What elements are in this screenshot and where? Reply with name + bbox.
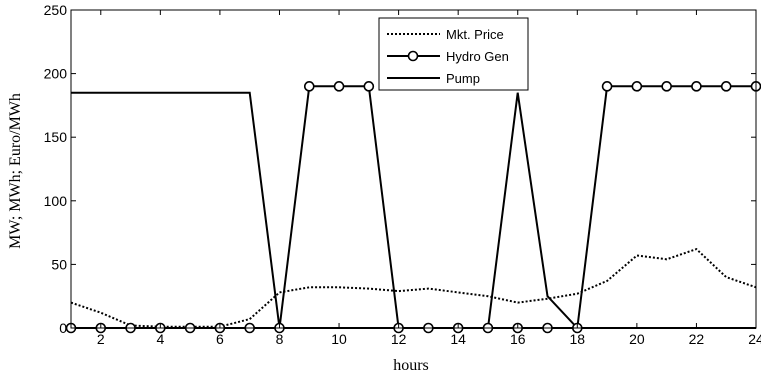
x-tick-label: 22: [689, 331, 705, 347]
data-point-hydro-gen: [363, 81, 375, 92]
y-axis-ticks: 0 50 100 150 200 250: [44, 2, 756, 336]
x-axis-label: hours: [393, 357, 429, 374]
y-axis-label: MW; MWh; Euro/MWh: [7, 93, 24, 249]
legend-label-mkt-price: Mkt. Price: [446, 27, 504, 42]
x-tick-label: 8: [276, 331, 284, 347]
data-point-hydro-gen: [333, 81, 345, 92]
x-tick-label: 10: [331, 331, 347, 347]
x-tick-label: 14: [450, 331, 466, 347]
y-tick-label: 50: [51, 256, 67, 272]
series-line-hydro-gen: [71, 85, 756, 329]
series-line-mkt-price: [70, 247, 757, 328]
x-tick-label: 16: [510, 331, 526, 347]
x-tick-label: 2: [97, 331, 105, 347]
legend-marker-hydro-gen: [407, 50, 419, 62]
plot-frame: [70, 9, 757, 329]
legend: Mkt. Price Hydro Gen Pump: [378, 17, 529, 91]
data-point-hydro-gen: [661, 81, 672, 92]
x-tick-label: 18: [570, 331, 586, 347]
data-point-hydro-gen: [631, 81, 643, 92]
y-tick-label: 0: [59, 320, 67, 336]
legend-label-pump: Pump: [446, 71, 480, 86]
x-tick-label: 20: [629, 331, 645, 347]
x-tick-label: 12: [391, 331, 407, 347]
data-point-hydro-gen: [720, 81, 732, 92]
legend-label-hydro-gen: Hydro Gen: [446, 49, 509, 64]
x-tick-label: 24: [748, 331, 761, 347]
y-tick-label: 250: [44, 2, 68, 18]
y-tick-label: 100: [44, 193, 68, 209]
series-line-pump: [71, 91, 756, 329]
data-point-hydro-gen: [601, 81, 613, 92]
y-tick-label: 150: [44, 129, 68, 145]
series-markers: [65, 81, 761, 334]
x-tick-label: 4: [156, 331, 164, 347]
data-point-hydro-gen: [303, 81, 315, 92]
x-tick-label: 6: [216, 331, 224, 347]
data-point-hydro-gen: [691, 81, 702, 92]
y-tick-label: 200: [44, 66, 68, 82]
x-axis-ticks: 2 4 6 8 10 12 14 16 18 20 22 24: [97, 10, 761, 347]
series-lines: [70, 85, 757, 329]
